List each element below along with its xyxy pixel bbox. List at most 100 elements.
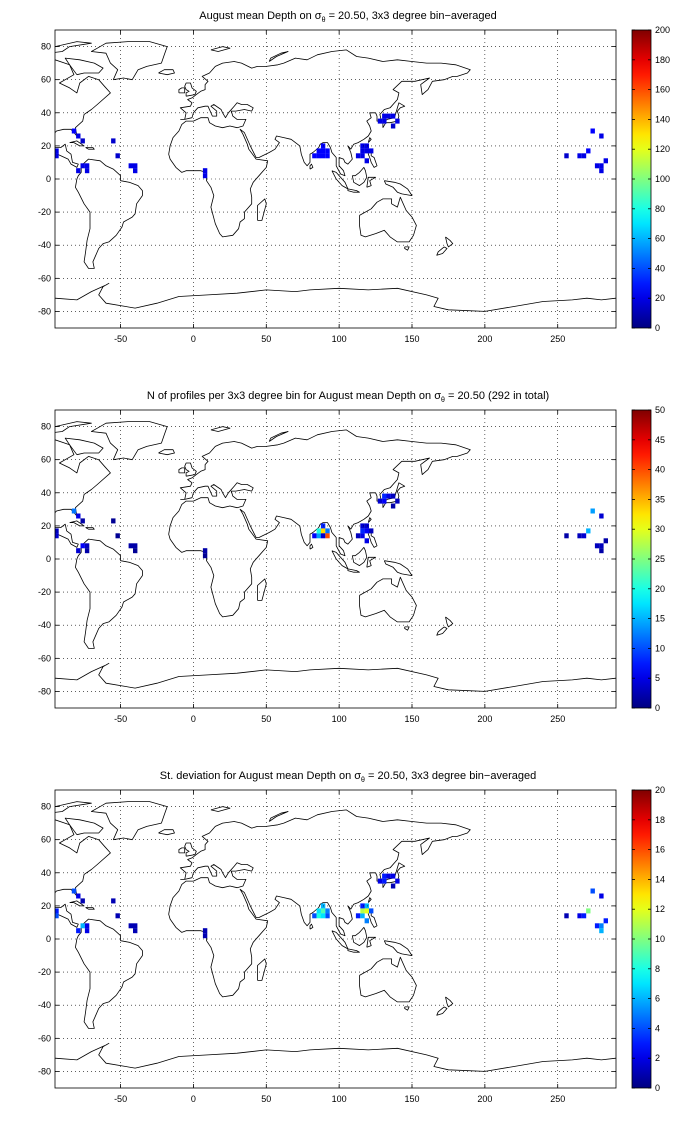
- coastline: [382, 862, 406, 888]
- bin-cell: [390, 883, 396, 889]
- bin-cell: [577, 913, 582, 919]
- bin-cell: [115, 533, 120, 539]
- coastline: [309, 543, 314, 550]
- x-tick-label: 0: [191, 334, 196, 344]
- bin-cell: [133, 548, 138, 554]
- bin-cell: [80, 138, 85, 144]
- coastlines: [55, 801, 616, 1072]
- bin-cell: [377, 118, 383, 124]
- gridlines: [55, 30, 616, 328]
- bin-cell: [76, 928, 81, 934]
- bin-cell: [55, 908, 59, 914]
- x-tick-label: 150: [404, 334, 419, 344]
- bin-cell: [355, 913, 361, 919]
- bin-cell: [84, 168, 90, 174]
- colorbar-tick-label: 10: [655, 934, 665, 944]
- gridlines: [55, 410, 616, 708]
- bin-cells: [55, 493, 608, 559]
- bin-cell: [84, 923, 90, 929]
- coastline: [367, 517, 372, 523]
- coastline: [69, 900, 85, 907]
- coastline: [366, 936, 376, 948]
- y-tick-label: 0: [46, 934, 51, 944]
- bin-cell: [369, 148, 374, 154]
- coastline: [445, 616, 454, 628]
- bin-cell: [80, 518, 85, 524]
- bin-cell: [386, 873, 391, 879]
- x-tick-label: 250: [550, 1094, 565, 1104]
- bin-cell: [564, 153, 569, 159]
- coastline: [445, 236, 454, 248]
- bin-cell: [594, 543, 600, 549]
- colorbar-tick-label: 8: [655, 964, 660, 974]
- panel-title: St. deviation for August mean Depth on σ…: [160, 770, 536, 784]
- bin-cell: [577, 533, 582, 539]
- x-tick-label: 100: [332, 714, 347, 724]
- bin-cell: [202, 548, 208, 554]
- bin-cell: [599, 133, 604, 139]
- coastline: [268, 431, 289, 442]
- bin-cell: [390, 123, 396, 129]
- coastline: [359, 196, 417, 243]
- bin-cell: [364, 918, 369, 924]
- map-panel-std-deviation: St. deviation for August mean Depth on σ…: [38, 770, 665, 1104]
- colorbar: [632, 30, 651, 328]
- bin-cell: [594, 923, 600, 929]
- bin-cell: [360, 523, 365, 529]
- bin-cell: [320, 533, 326, 539]
- coastline: [85, 907, 95, 910]
- bin-cell: [382, 118, 387, 124]
- map-panel-depth: August mean Depth on σθ = 20.50, 3x3 deg…: [38, 10, 670, 344]
- coastlines: [55, 41, 616, 312]
- bin-cell: [111, 518, 116, 524]
- coastline: [168, 429, 471, 618]
- colorbar-tick-label: 2: [655, 1053, 660, 1063]
- coastline: [91, 41, 168, 81]
- coastline: [436, 1006, 448, 1016]
- y-tick-label: -40: [38, 1000, 51, 1010]
- x-tick-label: -50: [114, 714, 127, 724]
- y-tick-label: 40: [41, 488, 51, 498]
- bin-cell: [128, 163, 133, 169]
- colorbar-tick-label: 0: [655, 703, 660, 713]
- bin-cell: [590, 128, 595, 134]
- y-tick-label: -60: [38, 1033, 51, 1043]
- y-tick-label: -60: [38, 653, 51, 663]
- coastline: [445, 996, 454, 1008]
- bin-cell: [316, 528, 321, 534]
- bin-cell: [55, 153, 59, 159]
- bin-cell: [360, 533, 365, 539]
- bin-cell: [76, 168, 81, 174]
- bin-cell: [80, 163, 85, 169]
- coastline: [383, 560, 413, 576]
- bin-cell: [71, 888, 77, 894]
- coastline: [351, 927, 368, 946]
- coastline: [91, 801, 168, 841]
- colorbar-tick-label: 25: [655, 554, 665, 564]
- y-tick-label: 20: [41, 521, 51, 531]
- coastline: [382, 102, 406, 128]
- bin-cell: [599, 928, 604, 934]
- coastline: [158, 69, 175, 76]
- x-tick-label: 0: [191, 714, 196, 724]
- bin-cell: [377, 878, 383, 884]
- panel-title: August mean Depth on σθ = 20.50, 3x3 deg…: [199, 10, 497, 24]
- coastline: [268, 811, 289, 822]
- bin-cell: [128, 543, 133, 549]
- bin-cell: [84, 548, 90, 554]
- colorbar-tick-label: 20: [655, 293, 665, 303]
- bin-cell: [382, 873, 387, 879]
- bin-cell: [360, 153, 365, 159]
- coastline: [436, 246, 448, 256]
- bin-cell: [364, 158, 369, 164]
- coastline: [64, 57, 104, 76]
- panel-title: N of profiles per 3x3 degree bin for Aug…: [147, 390, 549, 404]
- colorbar-tick-label: 0: [655, 323, 660, 333]
- colorbar-tick-label: 12: [655, 904, 665, 914]
- coastline: [351, 167, 368, 186]
- coastline: [383, 940, 413, 956]
- bin-cell: [111, 898, 116, 904]
- y-tick-label: 60: [41, 835, 51, 845]
- colorbar-tick-label: 15: [655, 614, 665, 624]
- bin-cell: [390, 873, 396, 879]
